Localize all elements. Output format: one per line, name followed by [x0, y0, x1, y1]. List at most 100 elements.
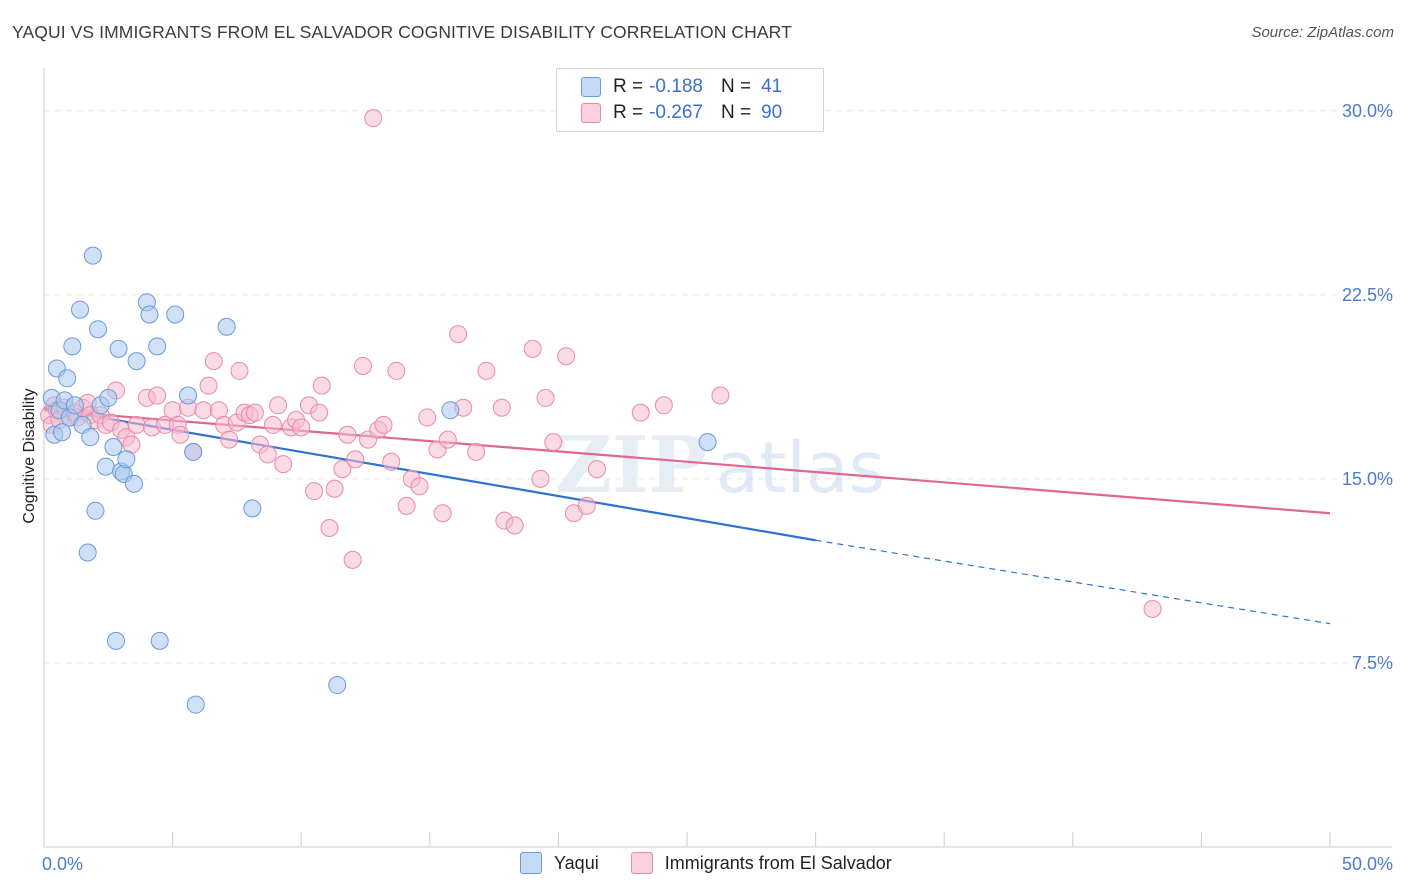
point-salvador [305, 482, 324, 501]
point-salvador [1143, 599, 1162, 618]
point-yaqui [58, 369, 77, 388]
series-salvador [40, 109, 1162, 618]
point-yaqui [86, 501, 105, 520]
salvador-legend-swatch [630, 852, 653, 874]
source-label: Source: ZipAtlas.com [1251, 24, 1394, 41]
point-salvador [557, 347, 576, 366]
point-yaqui [186, 695, 205, 714]
point-salvador [410, 477, 429, 496]
x-tick-label: 50.0% [1342, 854, 1393, 874]
y-tick-label: 7.5% [1352, 653, 1393, 673]
legend-item-salvador: Immigrants from El Salvador [630, 852, 892, 874]
point-salvador [433, 504, 452, 523]
salvador-legend-label: Immigrants from El Salvador [664, 852, 892, 873]
point-salvador [148, 386, 167, 405]
r-value: -0.188 [649, 76, 703, 97]
point-salvador [353, 357, 372, 376]
point-salvador [467, 442, 486, 461]
series-yaqui [42, 246, 717, 714]
point-salvador [387, 361, 406, 380]
point-yaqui [140, 305, 159, 324]
n-label: N = [720, 102, 752, 123]
point-yaqui [107, 631, 126, 650]
point-salvador [711, 386, 730, 405]
point-salvador [449, 325, 468, 344]
point-salvador [171, 425, 190, 444]
watermark-zip: ZIP [555, 420, 707, 511]
point-salvador [325, 479, 344, 498]
point-salvador [269, 396, 288, 415]
series-legend: Yaqui Immigrants from El Salvador [520, 852, 924, 874]
point-salvador [438, 430, 457, 449]
point-salvador [263, 415, 282, 434]
point-salvador [312, 376, 331, 395]
point-salvador [587, 460, 606, 479]
point-yaqui [109, 339, 128, 358]
point-yaqui [65, 396, 84, 415]
point-yaqui [71, 300, 90, 319]
point-yaqui [99, 388, 118, 407]
r-label: R = [613, 102, 644, 123]
point-salvador [320, 518, 339, 537]
yaqui-legend-swatch [520, 852, 542, 874]
point-salvador [338, 425, 357, 444]
point-salvador [343, 550, 362, 569]
point-yaqui [698, 433, 717, 452]
point-salvador [492, 398, 511, 417]
point-salvador [245, 403, 264, 422]
point-yaqui [125, 474, 144, 493]
point-yaqui [53, 423, 72, 442]
yaqui-swatch [581, 77, 601, 97]
point-salvador [220, 430, 239, 449]
point-yaqui [441, 401, 460, 420]
point-yaqui [148, 337, 167, 356]
point-salvador [364, 109, 383, 128]
point-yaqui [179, 386, 198, 405]
n-value: 41 [761, 76, 783, 97]
point-salvador [127, 415, 146, 434]
point-salvador [654, 396, 673, 415]
point-salvador [346, 450, 365, 469]
r-label: R = [613, 76, 644, 97]
yaqui-legend-label: Yaqui [554, 852, 599, 873]
point-salvador [258, 445, 277, 464]
point-salvador [397, 496, 416, 515]
point-salvador [477, 361, 496, 380]
legend-row-salvador: R = -0.267 N = 90 [581, 100, 782, 126]
point-salvador [577, 496, 596, 515]
chart-title: YAQUI VS IMMIGRANTS FROM EL SALVADOR COG… [12, 22, 792, 42]
y-tick-label: 22.5% [1342, 285, 1393, 305]
n-value: 90 [761, 102, 783, 123]
point-yaqui [184, 442, 203, 461]
tick-labels: 7.5% 15.0% 22.5% 30.0% 0.0% 50.0% [42, 101, 1393, 874]
point-salvador [505, 516, 524, 535]
trend-line-yaqui-extension [815, 539, 1331, 625]
point-salvador [333, 460, 352, 479]
point-salvador [531, 469, 550, 488]
point-salvador [292, 418, 311, 437]
point-yaqui [104, 438, 123, 457]
legend-row-yaqui: R = -0.188 N = 41 [581, 74, 782, 100]
point-yaqui [89, 320, 108, 339]
point-yaqui [96, 457, 115, 476]
point-yaqui [166, 305, 185, 324]
y-tick-label: 30.0% [1342, 101, 1393, 121]
point-yaqui [328, 676, 347, 695]
x-tick-label: 0.0% [42, 854, 83, 874]
legend-item-yaqui: Yaqui [520, 852, 599, 874]
salvador-swatch [581, 103, 601, 123]
y-axis-label: Cognitive Disability [21, 388, 38, 523]
point-salvador [544, 433, 563, 452]
point-yaqui [117, 450, 136, 469]
point-salvador [274, 455, 293, 474]
point-yaqui [150, 631, 169, 650]
point-yaqui [83, 246, 102, 265]
y-tick-label: 15.0% [1342, 469, 1393, 489]
point-salvador [418, 408, 437, 427]
watermark-atlas: atlas [716, 427, 885, 509]
point-salvador [204, 352, 223, 371]
point-yaqui [217, 317, 236, 336]
point-salvador [631, 403, 650, 422]
point-salvador [230, 361, 249, 380]
